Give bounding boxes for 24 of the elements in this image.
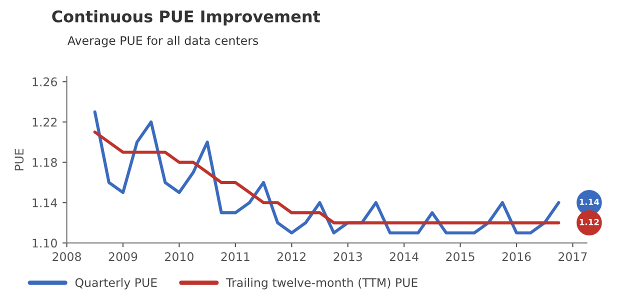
x-tick-label: 2010 bbox=[165, 252, 194, 262]
y-tick-label: 1.18 bbox=[32, 158, 57, 167]
x-tick-label: 2015 bbox=[446, 252, 474, 262]
x-tick-label: 2011 bbox=[221, 252, 250, 262]
x-tick-label: 2017 bbox=[558, 252, 587, 262]
legend-label: Quarterly PUE bbox=[75, 278, 157, 290]
annotation: 1.12 bbox=[580, 218, 599, 226]
x-tick-label: 2014 bbox=[390, 252, 418, 262]
line-series bbox=[93, 130, 560, 224]
x-tick-label: 2008 bbox=[52, 252, 81, 262]
chart-subtitle: Average PUE for all data centers bbox=[68, 36, 258, 48]
line-series bbox=[93, 110, 560, 234]
y-tick-label: 1.26 bbox=[32, 77, 57, 86]
legend-label: Trailing twelve-month (TTM) PUE bbox=[226, 278, 418, 290]
y-axis-title: PUE bbox=[14, 148, 24, 170]
x-tick-label: 2013 bbox=[334, 252, 362, 262]
annotation: 1.14 bbox=[580, 198, 600, 205]
chart-title: Continuous PUE Improvement bbox=[52, 10, 320, 26]
y-tick-label: 1.14 bbox=[32, 198, 58, 208]
y-tick-label: 1.10 bbox=[32, 238, 57, 248]
x-tick-label: 2012 bbox=[277, 252, 306, 262]
y-tick-label: 1.22 bbox=[32, 118, 57, 126]
x-tick-label: 2016 bbox=[502, 252, 531, 262]
x-tick-label: 2009 bbox=[108, 252, 138, 262]
